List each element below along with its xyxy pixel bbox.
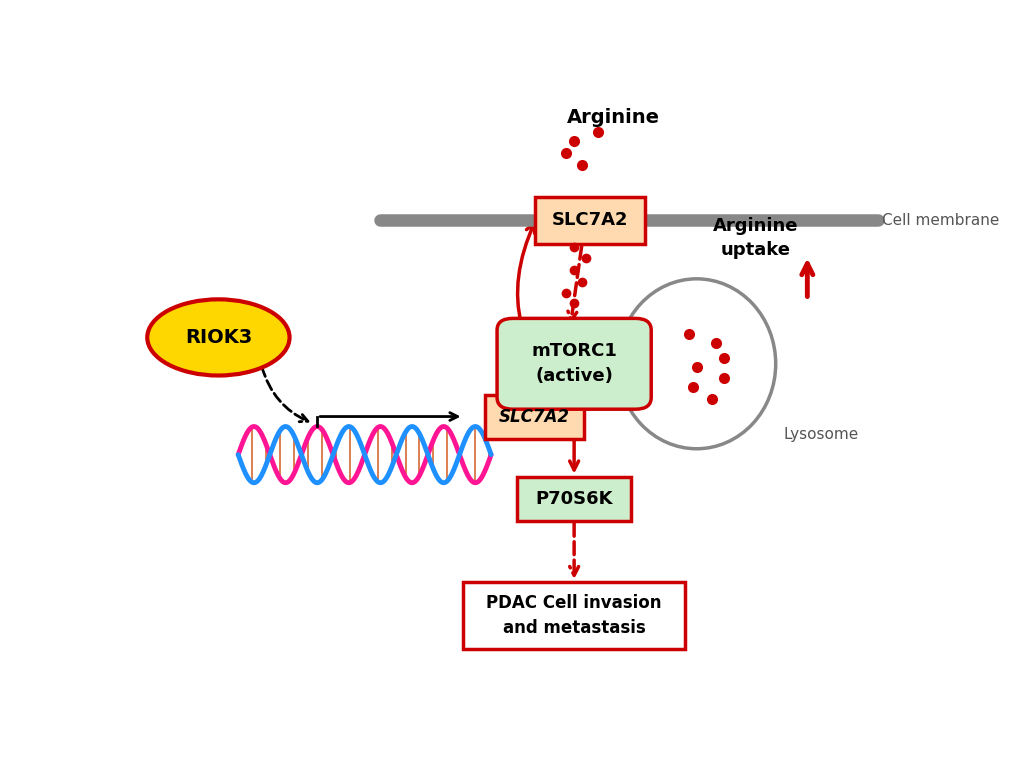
Text: P70S6K: P70S6K <box>535 489 612 508</box>
FancyBboxPatch shape <box>534 197 645 244</box>
FancyBboxPatch shape <box>496 318 650 409</box>
FancyBboxPatch shape <box>463 582 684 649</box>
Text: Cell membrane: Cell membrane <box>881 213 999 228</box>
Text: PDAC Cell invasion
and metastasis: PDAC Cell invasion and metastasis <box>486 594 661 637</box>
FancyBboxPatch shape <box>517 476 631 521</box>
Text: Arginine
uptake: Arginine uptake <box>712 217 798 259</box>
Text: Lysosome: Lysosome <box>783 427 858 441</box>
FancyBboxPatch shape <box>485 394 584 438</box>
Text: SLC7A2: SLC7A2 <box>498 408 570 425</box>
Ellipse shape <box>618 279 774 449</box>
Text: mTORC1
(active): mTORC1 (active) <box>531 342 616 385</box>
Ellipse shape <box>147 299 289 375</box>
Text: SLC7A2: SLC7A2 <box>551 212 628 229</box>
Text: RIOK3: RIOK3 <box>184 328 252 347</box>
Text: Arginine: Arginine <box>567 108 659 127</box>
